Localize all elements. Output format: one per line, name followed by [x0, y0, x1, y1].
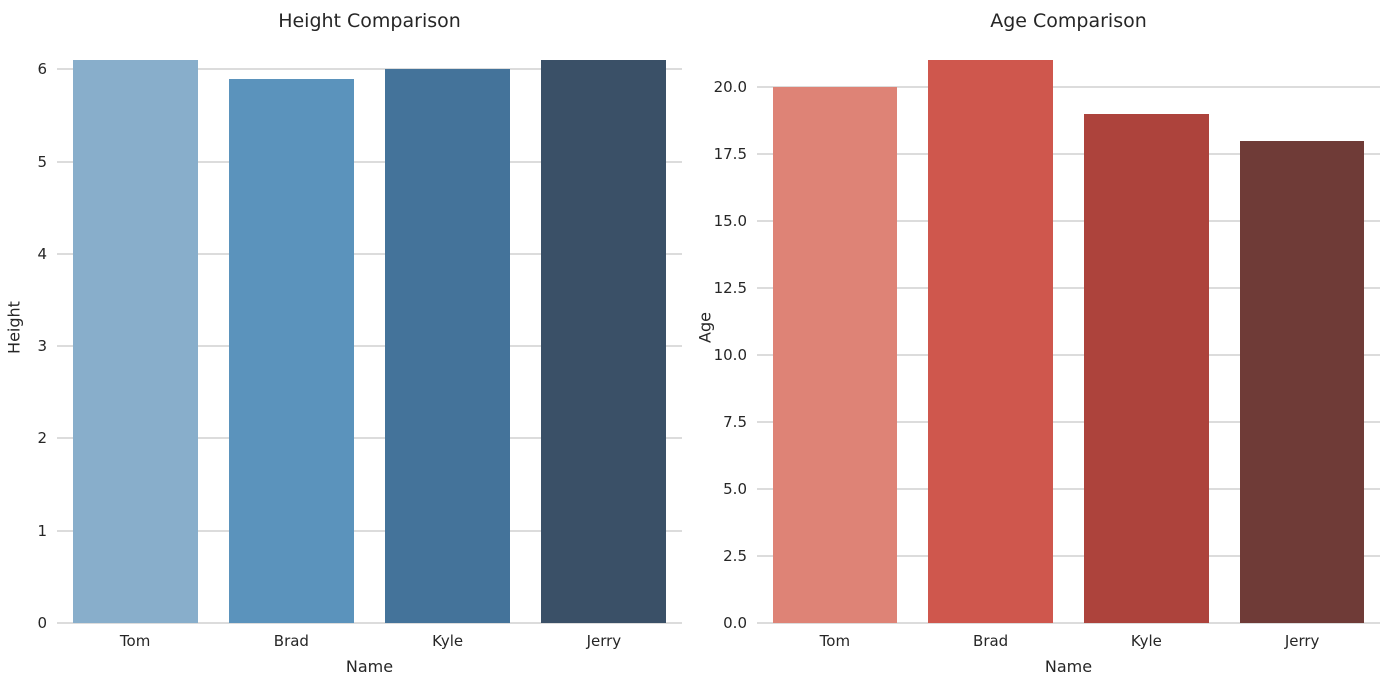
gridline — [57, 529, 682, 532]
y-tick-label: 3 — [37, 337, 47, 356]
bar-brad — [928, 60, 1053, 623]
bar-kyle — [1084, 113, 1209, 623]
x-tick-label: Jerry — [586, 632, 622, 650]
gridline — [57, 68, 682, 71]
gridline — [757, 85, 1380, 88]
y-tick-label: 10.0 — [713, 345, 747, 364]
y-tick-label: 0 — [37, 614, 47, 632]
x-axis-label: Name — [345, 657, 394, 676]
gridline — [57, 437, 682, 440]
x-tick-label: Brad — [973, 632, 1009, 650]
y-tick-label: 5.0 — [723, 479, 747, 498]
x-tick-label: Brad — [273, 632, 309, 650]
gridline — [757, 420, 1380, 423]
bar-jerry — [541, 60, 667, 623]
chart-title: Age Comparison — [990, 10, 1147, 32]
y-tick-label: 0.0 — [723, 614, 747, 632]
x-tick-label: Jerry — [1284, 632, 1320, 650]
gridline — [57, 252, 682, 255]
y-tick-label: 12.5 — [713, 278, 747, 297]
y-tick-label: 2.5 — [723, 546, 747, 565]
gridline — [757, 554, 1380, 557]
bar-tom — [772, 86, 898, 623]
x-tick-label: Kyle — [1130, 632, 1162, 650]
y-tick-label: 17.5 — [713, 144, 747, 163]
y-tick-label: 4 — [37, 244, 47, 263]
y-tick-label: 6 — [37, 60, 47, 79]
gridline — [57, 345, 682, 348]
gridline — [757, 152, 1380, 155]
y-tick-label: 5 — [37, 152, 47, 171]
bar-tom — [72, 60, 198, 623]
y-tick-label: 1 — [37, 521, 47, 540]
chart-title: Height Comparison — [278, 10, 461, 32]
bar-kyle — [385, 69, 511, 623]
x-axis-label: Name — [1044, 657, 1093, 676]
gridline — [57, 622, 682, 624]
gridline — [757, 622, 1380, 624]
x-tick-label: Kyle — [432, 632, 464, 650]
y-tick-label: 7.5 — [723, 412, 747, 431]
x-tick-label: Tom — [119, 632, 151, 650]
y-tick-label: 15.0 — [713, 211, 747, 230]
bar-brad — [228, 78, 354, 623]
gridline — [757, 219, 1380, 222]
x-tick-label: Tom — [819, 632, 851, 650]
gridline — [757, 487, 1380, 490]
gridline — [757, 353, 1380, 356]
bar-jerry — [1239, 140, 1365, 623]
gridline — [757, 286, 1380, 289]
y-axis-label: Height — [4, 300, 24, 354]
y-tick-label: 2 — [37, 429, 47, 448]
gridline — [57, 160, 682, 163]
y-tick-label: 20.0 — [713, 77, 747, 96]
